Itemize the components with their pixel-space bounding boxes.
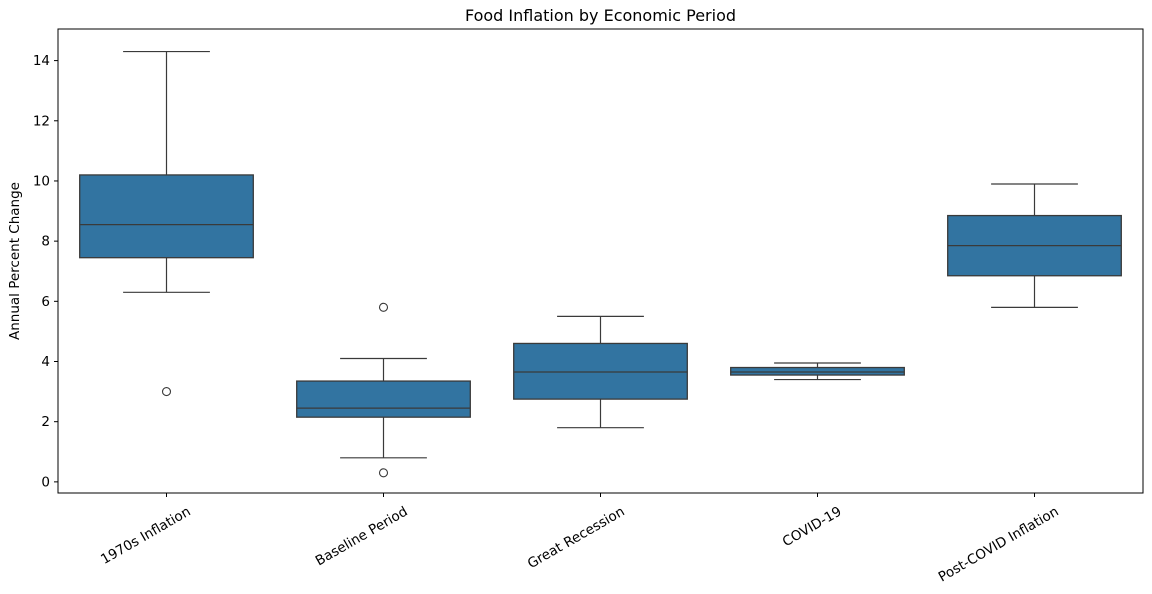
y-tick-label: 6 (41, 294, 50, 310)
x-tick-label-post-covid-inflation: Post-COVID Inflation (936, 504, 1062, 586)
x-tick-label-baseline-period: Baseline Period (313, 504, 411, 570)
iqr-box (513, 342, 688, 400)
y-tick-label: 14 (33, 53, 50, 69)
outlier-point (378, 302, 389, 312)
outlier-point (161, 387, 172, 397)
chart-title: Food Inflation by Economic Period (464, 6, 737, 25)
y-tick-label: 2 (41, 414, 50, 430)
box-post-covid-inflation (947, 183, 1122, 308)
y-tick-label: 12 (33, 113, 50, 129)
box-baseline-period (296, 302, 471, 478)
y-axis-label: Annual Percent Change (7, 182, 23, 340)
y-tick-label: 4 (41, 354, 50, 370)
y-tick-label: 8 (41, 234, 50, 250)
x-tick-label-great-recession: Great Recession (525, 504, 628, 573)
iqr-box (79, 174, 254, 259)
box-1970s-inflation (79, 50, 254, 397)
y-tick-label: 10 (33, 173, 50, 189)
y-tick-label: 0 (41, 474, 50, 490)
box-covid-19 (730, 362, 905, 381)
x-tick-label-1970s-inflation: 1970s Inflation (98, 504, 193, 568)
x-tick-label-covid-19: COVID-19 (780, 504, 845, 551)
box-great-recession (513, 315, 688, 429)
iqr-box (730, 366, 905, 376)
outlier-point (378, 468, 389, 478)
iqr-box (296, 380, 471, 418)
